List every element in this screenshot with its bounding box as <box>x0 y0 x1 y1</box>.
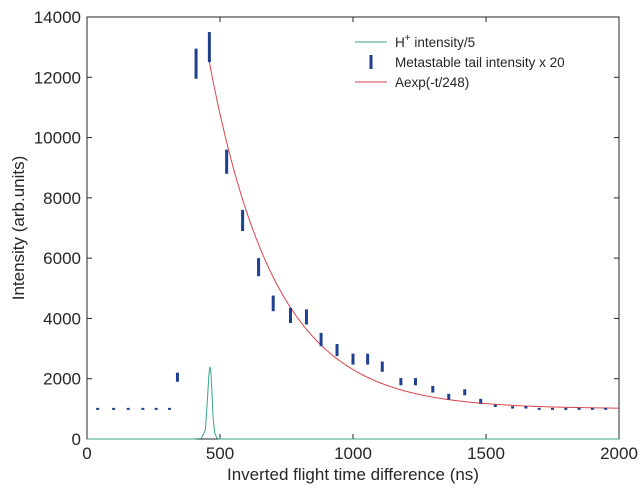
series-h-plus-line <box>87 366 619 440</box>
x-tick-label: 0 <box>82 444 91 463</box>
series-fit-line <box>208 62 620 409</box>
y-axis: 0 2000 4000 6000 8000 10000 12000 14000 <box>34 8 619 449</box>
y-tick-label: 4000 <box>43 309 81 328</box>
legend-box <box>348 27 614 95</box>
x-tick-label: 1500 <box>467 444 505 463</box>
legend-label-h-plus: H+ intensity/5 <box>395 33 475 50</box>
x-axis: 0 500 1000 1500 2000 <box>82 17 638 463</box>
y-tick-label: 12000 <box>34 68 81 87</box>
y-tick-label: 6000 <box>43 249 81 268</box>
y-tick-label: 10000 <box>34 129 81 148</box>
y-tick-label: 2000 <box>43 370 81 389</box>
y-tick-label: 8000 <box>43 189 81 208</box>
x-tick-label: 1000 <box>334 444 372 463</box>
x-tick-label: 2000 <box>600 444 638 463</box>
series-layer <box>87 32 620 440</box>
y-axis-label: Intensity (arb.units) <box>9 156 28 301</box>
x-axis-label: Inverted flight time difference (ns) <box>227 465 479 484</box>
y-tick-label: 0 <box>72 430 81 449</box>
legend-label-fit: Aexp(-t/248) <box>395 75 469 90</box>
y-tick-label: 14000 <box>34 8 81 27</box>
legend-label-metastable: Metastable tail intensity x 20 <box>395 55 565 70</box>
legend: H+ intensity/5 Metastable tail intensity… <box>348 27 614 95</box>
x-tick-label: 500 <box>206 444 234 463</box>
